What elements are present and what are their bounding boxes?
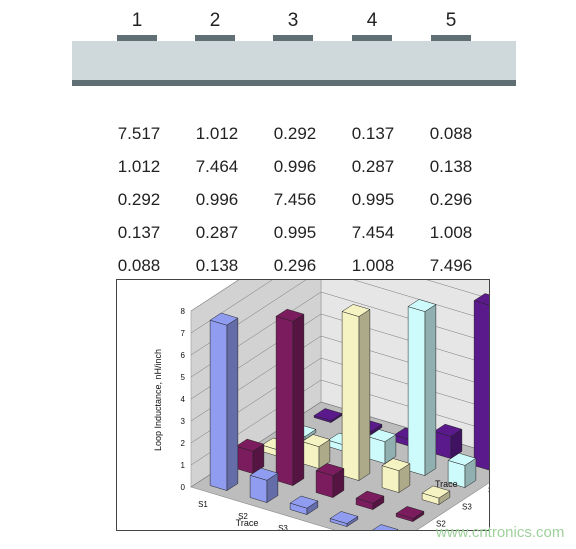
matrix-row: 0.292 0.996 7.456 0.995 0.296: [100, 183, 490, 216]
y-axis-title: Loop Inductance, nH/inch: [153, 349, 163, 451]
watermark: www.cntronics.com: [436, 524, 565, 541]
bar-S4-S3-top: [381, 458, 411, 471]
chart-3d-bar: 012345678S1S2S3S4S5S1S2S3S4S5Loop Induct…: [153, 280, 489, 530]
y-tick-label: 4: [181, 395, 186, 404]
depth-category-label: S3: [462, 503, 472, 512]
board-cross-section: [72, 41, 516, 86]
matrix-cell: 0.287: [351, 156, 395, 176]
matrix-cell: 1.012: [195, 123, 239, 143]
matrix-cell: 0.137: [351, 123, 395, 143]
bar-S1-S1: [209, 319, 228, 491]
bar-S4-S4: [407, 306, 426, 476]
bar-S2-S1-top: [249, 467, 279, 481]
bar-S4-S4-top: [407, 299, 437, 312]
matrix-cell: 0.296: [429, 189, 473, 209]
bar-S3-S4-top: [367, 429, 397, 442]
trace-label-2: 2: [209, 10, 221, 31]
bar-S3-S3-side: [358, 308, 371, 482]
matrix-row: 1.012 7.464 0.996 0.287 0.138: [100, 150, 490, 183]
matrix-cell: 7.517: [117, 123, 161, 143]
bar-S5-S1-top: [372, 524, 399, 530]
x-category-label: S1: [198, 500, 208, 509]
bar-S5-S2-top: [395, 506, 425, 519]
matrix-cell: 1.008: [351, 255, 395, 275]
bar-S2-S2-top: [275, 308, 305, 322]
bar-S1-S2-top: [235, 438, 265, 452]
bar-S4-S4-side: [424, 304, 437, 477]
matrix-row: 0.088 0.138 0.296 1.008 7.496: [100, 249, 490, 282]
bar-S3-S1-top: [289, 495, 319, 509]
trace-label-1: 1: [131, 10, 143, 31]
matrix-cell: 1.008: [429, 222, 473, 242]
depth-category-label: S2: [436, 520, 446, 529]
bar-S5-S5-top: [473, 293, 489, 306]
depth-axis-title: Trace: [435, 479, 458, 489]
bar-S1-S1-side: [226, 317, 239, 492]
trace-label-4: 4: [366, 10, 378, 31]
y-tick-label: 5: [181, 373, 186, 382]
matrix-row: 7.517 1.012 0.292 0.137 0.088: [100, 117, 490, 150]
matrix-cell: 0.088: [429, 123, 473, 143]
matrix-cell: 0.996: [195, 189, 239, 209]
matrix-cell: 7.496: [429, 255, 473, 275]
y-tick-label: 6: [181, 351, 186, 360]
inductance-matrix: 7.517 1.012 0.292 0.137 0.088 1.012 7.464 0.996…: [100, 117, 490, 282]
bar-S2-S2-side: [292, 313, 305, 487]
bar-S4-S5-top: [433, 423, 463, 437]
y-tick-label: 3: [181, 417, 186, 426]
chart-frame: 012345678S1S2S3S4S5S1S2S3S4S5Loop Induct…: [116, 279, 490, 531]
matrix-cell: 0.292: [117, 189, 161, 209]
y-tick-label: 8: [181, 307, 186, 316]
gridline: [190, 280, 489, 334]
matrix-cell: 0.995: [351, 189, 395, 209]
matrix-cell: 0.088: [117, 255, 161, 275]
y-tick-label: 0: [181, 483, 186, 492]
matrix-cell: 0.138: [429, 156, 473, 176]
x-category-label: S2: [238, 512, 248, 521]
matrix-cell: 0.995: [273, 222, 317, 242]
bar-S2-S2: [275, 315, 294, 486]
trace-conductor-2: [195, 35, 235, 41]
matrix-cell: 0.287: [195, 222, 239, 242]
trace-conductor-1: [117, 35, 157, 41]
matrix-cell: 0.996: [273, 156, 317, 176]
bar-S3-S3-top: [341, 304, 371, 317]
trace-conductor-5: [431, 35, 471, 41]
matrix-cell: 7.454: [351, 222, 395, 242]
gridline: [190, 280, 239, 312]
x-category-label: S3: [278, 524, 288, 530]
y-tick-label: 1: [181, 461, 186, 470]
trace-label-5: 5: [445, 10, 457, 31]
bar-S3-S3: [341, 311, 360, 481]
matrix-cell: 0.138: [195, 255, 239, 275]
bar-S3-S2-top: [315, 463, 345, 476]
matrix-cell: 7.456: [273, 189, 317, 209]
bar-S5-S5: [473, 300, 489, 471]
matrix-cell: 0.292: [273, 123, 317, 143]
trace-conductor-3: [273, 35, 313, 41]
depth-category-label: S4: [488, 486, 489, 495]
matrix-row: 0.137 0.287 0.995 7.454 1.008: [100, 216, 490, 249]
x-axis-title: Trace: [236, 518, 259, 528]
y-tick-label: 7: [181, 329, 186, 338]
matrix-cell: 7.464: [195, 156, 239, 176]
trace-label-3: 3: [287, 10, 299, 31]
y-tick-label: 2: [181, 439, 186, 448]
trace-conductor-4: [352, 35, 392, 41]
bar-S1-S1-top: [209, 312, 239, 326]
matrix-cell: 0.137: [117, 222, 161, 242]
bar-S4-S2-top: [355, 490, 385, 504]
matrix-cell: 0.296: [273, 255, 317, 275]
bar-S4-S1-top: [329, 511, 359, 524]
bar-S5-S3-top: [421, 485, 451, 499]
bar-S5-S4-top: [447, 452, 477, 466]
bar-S2-S3-top: [301, 434, 331, 447]
matrix-cell: 1.012: [117, 156, 161, 176]
